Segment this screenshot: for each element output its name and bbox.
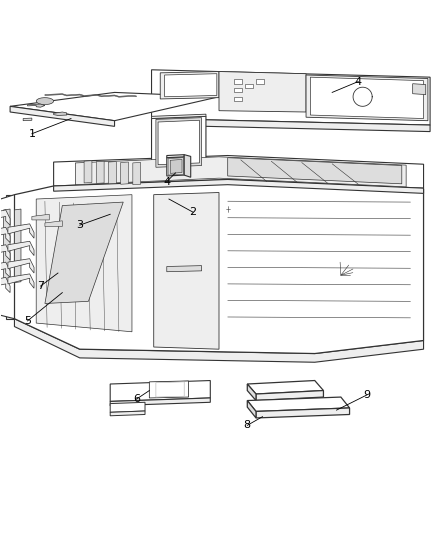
Polygon shape	[53, 180, 424, 193]
Polygon shape	[247, 397, 350, 411]
Text: 4: 4	[355, 77, 362, 86]
Polygon shape	[133, 163, 141, 184]
Polygon shape	[156, 118, 201, 167]
Text: 8: 8	[244, 421, 251, 430]
Text: 4: 4	[163, 176, 170, 187]
Polygon shape	[149, 381, 188, 398]
Polygon shape	[8, 241, 34, 256]
Polygon shape	[168, 158, 184, 175]
Polygon shape	[228, 158, 402, 184]
Polygon shape	[75, 157, 406, 187]
Polygon shape	[14, 319, 424, 362]
Polygon shape	[256, 79, 264, 84]
Polygon shape	[8, 259, 34, 273]
Text: 3: 3	[76, 220, 83, 230]
Polygon shape	[0, 228, 10, 243]
Polygon shape	[53, 112, 67, 116]
Polygon shape	[165, 74, 217, 97]
Polygon shape	[219, 71, 306, 112]
Polygon shape	[306, 75, 428, 120]
Polygon shape	[110, 402, 145, 413]
Text: 2: 2	[189, 207, 197, 217]
Polygon shape	[245, 84, 253, 88]
Polygon shape	[247, 381, 323, 394]
Polygon shape	[14, 180, 424, 353]
Polygon shape	[234, 97, 242, 101]
Polygon shape	[45, 94, 136, 97]
Polygon shape	[84, 161, 92, 183]
Polygon shape	[10, 92, 219, 120]
Polygon shape	[413, 84, 426, 94]
Polygon shape	[0, 210, 10, 225]
Polygon shape	[167, 155, 184, 158]
Text: 1: 1	[28, 129, 35, 139]
Polygon shape	[32, 214, 49, 220]
Polygon shape	[167, 157, 184, 176]
Polygon shape	[120, 162, 128, 184]
Text: 9: 9	[364, 390, 371, 400]
Polygon shape	[36, 195, 132, 332]
Polygon shape	[8, 224, 34, 238]
Polygon shape	[96, 161, 104, 183]
Polygon shape	[6, 195, 14, 319]
Polygon shape	[256, 408, 350, 418]
Polygon shape	[14, 209, 21, 282]
Polygon shape	[311, 77, 424, 118]
Polygon shape	[184, 155, 191, 177]
Polygon shape	[110, 411, 145, 416]
Polygon shape	[234, 88, 242, 92]
Polygon shape	[247, 384, 256, 400]
Polygon shape	[109, 161, 116, 184]
Polygon shape	[28, 104, 45, 107]
Text: 5: 5	[24, 316, 31, 326]
Polygon shape	[10, 107, 115, 126]
Polygon shape	[110, 381, 210, 401]
Polygon shape	[167, 265, 201, 272]
Polygon shape	[256, 391, 323, 400]
Polygon shape	[152, 114, 206, 118]
Text: 6: 6	[133, 394, 140, 404]
Polygon shape	[53, 156, 424, 188]
Polygon shape	[45, 221, 62, 227]
Polygon shape	[160, 71, 219, 99]
Polygon shape	[0, 245, 10, 260]
Polygon shape	[110, 398, 210, 406]
Polygon shape	[45, 202, 123, 303]
Polygon shape	[158, 120, 199, 165]
Polygon shape	[170, 159, 182, 173]
Polygon shape	[152, 118, 430, 132]
Polygon shape	[0, 277, 10, 293]
Polygon shape	[234, 79, 242, 84]
Text: 7: 7	[37, 281, 44, 291]
Polygon shape	[8, 274, 34, 288]
Polygon shape	[152, 116, 206, 168]
Polygon shape	[0, 195, 14, 319]
Polygon shape	[36, 98, 53, 104]
Polygon shape	[156, 382, 184, 397]
Polygon shape	[154, 192, 219, 349]
Polygon shape	[247, 400, 256, 418]
Polygon shape	[0, 262, 10, 277]
Polygon shape	[152, 70, 430, 125]
Polygon shape	[4, 209, 10, 282]
Polygon shape	[23, 118, 32, 120]
